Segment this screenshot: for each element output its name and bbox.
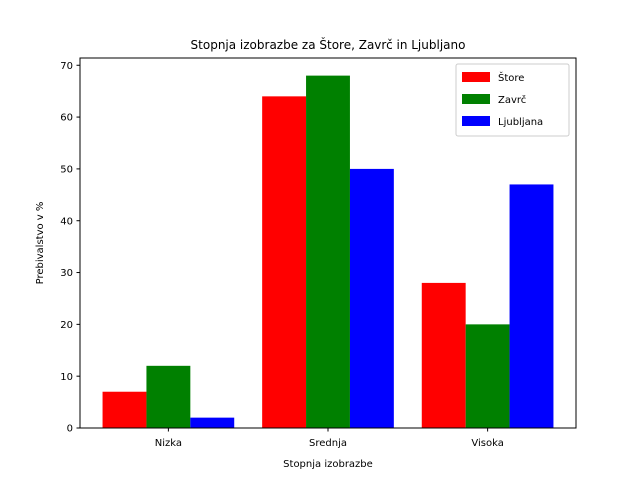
bar-srednja-0 [262,96,307,428]
legend-label: Štore [498,71,524,84]
legend-label: Ljubljana [498,117,543,128]
bars-group [102,75,554,429]
bar-srednja-1 [306,75,350,429]
y-tick-label: 20 [60,320,73,331]
x-tick-label: Nizka [155,438,182,449]
bar-nizka-1 [146,365,191,428]
legend-swatch [462,94,490,104]
y-tick-label: 50 [60,164,73,175]
x-axis-label: Stopnja izobrazbe [283,459,373,470]
x-tick-label: Visoka [471,438,503,449]
y-axis: 0 10 20 30 40 50 60 70 [60,61,80,435]
y-tick-label: 0 [67,424,73,435]
y-tick-label: 60 [60,113,73,124]
plot-frame [79,57,577,429]
bar-nizka-0 [102,391,147,428]
bar-visoka-2 [509,184,554,428]
bar-visoka-0 [421,282,466,428]
legend-swatch [462,72,490,82]
y-tick-label: 70 [60,61,73,72]
y-tick-label: 40 [60,216,73,227]
bar-srednja-2 [349,168,394,428]
legend-label: Zavrč [498,94,526,106]
y-tick-label: 30 [60,268,73,279]
y-tick-label: 10 [60,372,73,383]
legend-swatch [462,116,490,126]
y-axis-label: Prebivalstvo v % [35,202,46,285]
legend: Štore Zavrč Ljubljana [455,63,570,137]
bar-visoka-1 [465,324,510,428]
bar-nizka-2 [190,417,235,428]
x-axis: Nizka Srednja Visoka [155,428,504,449]
x-tick-label: Srednja [309,438,347,449]
chart-title: Stopnja izobrazbe za Štore, Zavrč in Lju… [191,37,466,52]
